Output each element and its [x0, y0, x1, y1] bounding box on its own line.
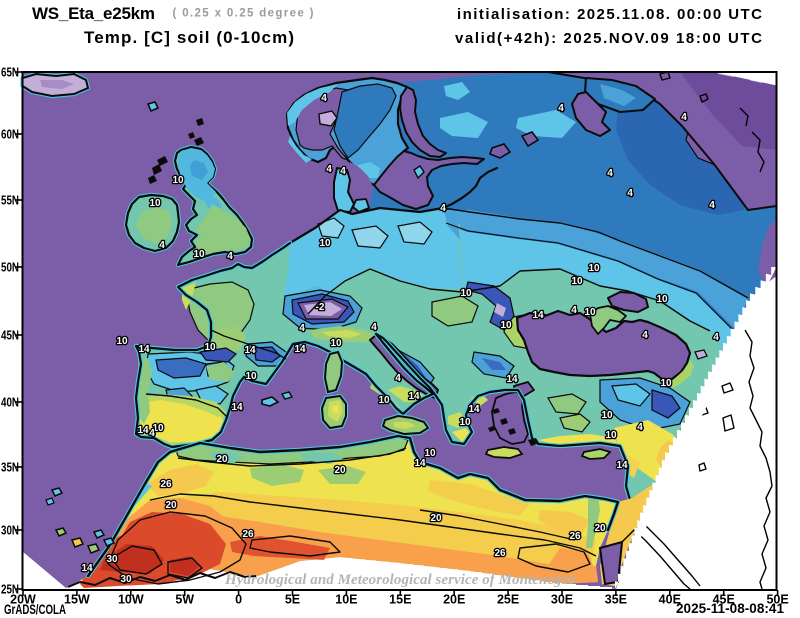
svg-text:10: 10 [588, 263, 600, 274]
svg-text:4: 4 [637, 422, 643, 433]
svg-text:35E: 35E [605, 593, 627, 607]
svg-text:10: 10 [149, 198, 161, 209]
svg-text:40N: 40N [1, 396, 19, 410]
svg-text:26: 26 [242, 529, 254, 540]
svg-text:4: 4 [395, 373, 401, 384]
svg-text:10: 10 [245, 371, 257, 382]
svg-text:10W: 10W [118, 593, 144, 607]
svg-text:10: 10 [116, 336, 128, 347]
svg-text:30: 30 [120, 574, 132, 585]
svg-text:30: 30 [106, 554, 118, 565]
svg-text:30E: 30E [551, 593, 573, 607]
svg-text:14: 14 [137, 425, 149, 436]
svg-text:2025-11-08-08:41: 2025-11-08-08:41 [676, 601, 784, 616]
svg-text:30N: 30N [1, 524, 19, 538]
svg-text:20: 20 [334, 465, 346, 476]
svg-text:10: 10 [204, 342, 216, 353]
svg-text:14: 14 [81, 563, 93, 574]
svg-text:4: 4 [571, 305, 577, 316]
svg-text:25N: 25N [1, 583, 19, 597]
svg-text:35N: 35N [1, 461, 19, 475]
svg-text:15E: 15E [389, 593, 411, 607]
svg-text:45N: 45N [1, 329, 19, 343]
svg-text:25E: 25E [497, 593, 519, 607]
svg-text:WS_Eta_e25km: WS_Eta_e25km [32, 4, 155, 23]
svg-text:10: 10 [319, 238, 331, 249]
svg-text:26: 26 [160, 479, 172, 490]
svg-text:10E: 10E [335, 593, 357, 607]
svg-text:60N: 60N [1, 128, 19, 142]
svg-text:4: 4 [681, 112, 687, 123]
svg-text:20E: 20E [443, 593, 465, 607]
svg-text:5W: 5W [175, 593, 194, 607]
svg-text:10: 10 [330, 338, 342, 349]
svg-text:20W: 20W [10, 593, 36, 607]
svg-text:4: 4 [159, 240, 165, 251]
svg-text:4: 4 [371, 322, 377, 333]
svg-text:10: 10 [660, 378, 672, 389]
svg-text:14: 14 [244, 345, 256, 356]
svg-text:45E: 45E [713, 593, 735, 607]
svg-text:10: 10 [424, 448, 436, 459]
svg-text:26: 26 [569, 531, 581, 542]
svg-text:14: 14 [468, 404, 480, 415]
svg-text:4: 4 [326, 164, 332, 175]
svg-text:10: 10 [571, 276, 583, 287]
svg-text:4: 4 [227, 251, 233, 262]
svg-text:50E: 50E [766, 593, 788, 607]
svg-text:initialisation: 2025.11.08. 00: initialisation: 2025.11.08. 00:00 UTC [457, 6, 762, 23]
svg-text:26: 26 [494, 548, 506, 559]
svg-text:20: 20 [430, 513, 442, 524]
svg-text:14: 14 [231, 402, 243, 413]
svg-text:( 0.25 x 0.25 degree ): ( 0.25 x 0.25 degree ) [173, 8, 314, 20]
svg-text:10: 10 [378, 395, 390, 406]
svg-text:4: 4 [440, 203, 446, 214]
svg-text:10: 10 [584, 307, 596, 318]
svg-text:14: 14 [294, 344, 306, 355]
svg-text:20: 20 [165, 500, 177, 511]
svg-text:4: 4 [558, 103, 564, 114]
svg-text:4: 4 [713, 332, 719, 343]
svg-text:50N: 50N [1, 261, 19, 275]
svg-text:10: 10 [460, 288, 472, 299]
svg-text:10: 10 [172, 175, 184, 186]
svg-text:4: 4 [321, 93, 327, 104]
svg-text:15W: 15W [64, 593, 90, 607]
svg-text:10: 10 [500, 320, 512, 331]
svg-text:4: 4 [607, 168, 613, 179]
svg-text:4: 4 [642, 330, 648, 341]
svg-text:10: 10 [605, 430, 617, 441]
svg-text:14: 14 [138, 344, 150, 355]
svg-text:40E: 40E [659, 593, 681, 607]
svg-text:14: 14 [532, 310, 544, 321]
svg-text:10: 10 [152, 423, 164, 434]
svg-text:14: 14 [414, 458, 426, 469]
svg-text:4: 4 [340, 166, 346, 177]
svg-text:4: 4 [627, 188, 633, 199]
svg-text:55N: 55N [1, 194, 19, 208]
svg-text:5E: 5E [285, 593, 300, 607]
svg-text:20: 20 [216, 454, 228, 465]
svg-text:10: 10 [601, 410, 613, 421]
svg-text:4: 4 [149, 428, 155, 439]
svg-text:10: 10 [193, 249, 205, 260]
svg-text:14: 14 [408, 391, 420, 402]
svg-text:Temp. [C] soil (0-10cm): Temp. [C] soil (0-10cm) [84, 28, 294, 47]
svg-text:14: 14 [506, 374, 518, 385]
svg-text:GrADS/COLA: GrADS/COLA [4, 602, 66, 617]
svg-text:4: 4 [299, 323, 305, 334]
svg-text:valid(+42h): 2025.NOV.09 18:00: valid(+42h): 2025.NOV.09 18:00 UTC [455, 30, 762, 47]
svg-text:20: 20 [594, 523, 606, 534]
svg-text:Hydrological and Meteorologica: Hydrological and Meteorological service … [224, 572, 575, 588]
svg-text:0: 0 [235, 593, 242, 607]
svg-text:65N: 65N [1, 66, 19, 80]
svg-text:4: 4 [709, 200, 715, 211]
svg-text:-2: -2 [316, 302, 325, 313]
svg-text:14: 14 [616, 460, 628, 471]
svg-text:10: 10 [656, 294, 668, 305]
svg-text:10: 10 [459, 417, 471, 428]
